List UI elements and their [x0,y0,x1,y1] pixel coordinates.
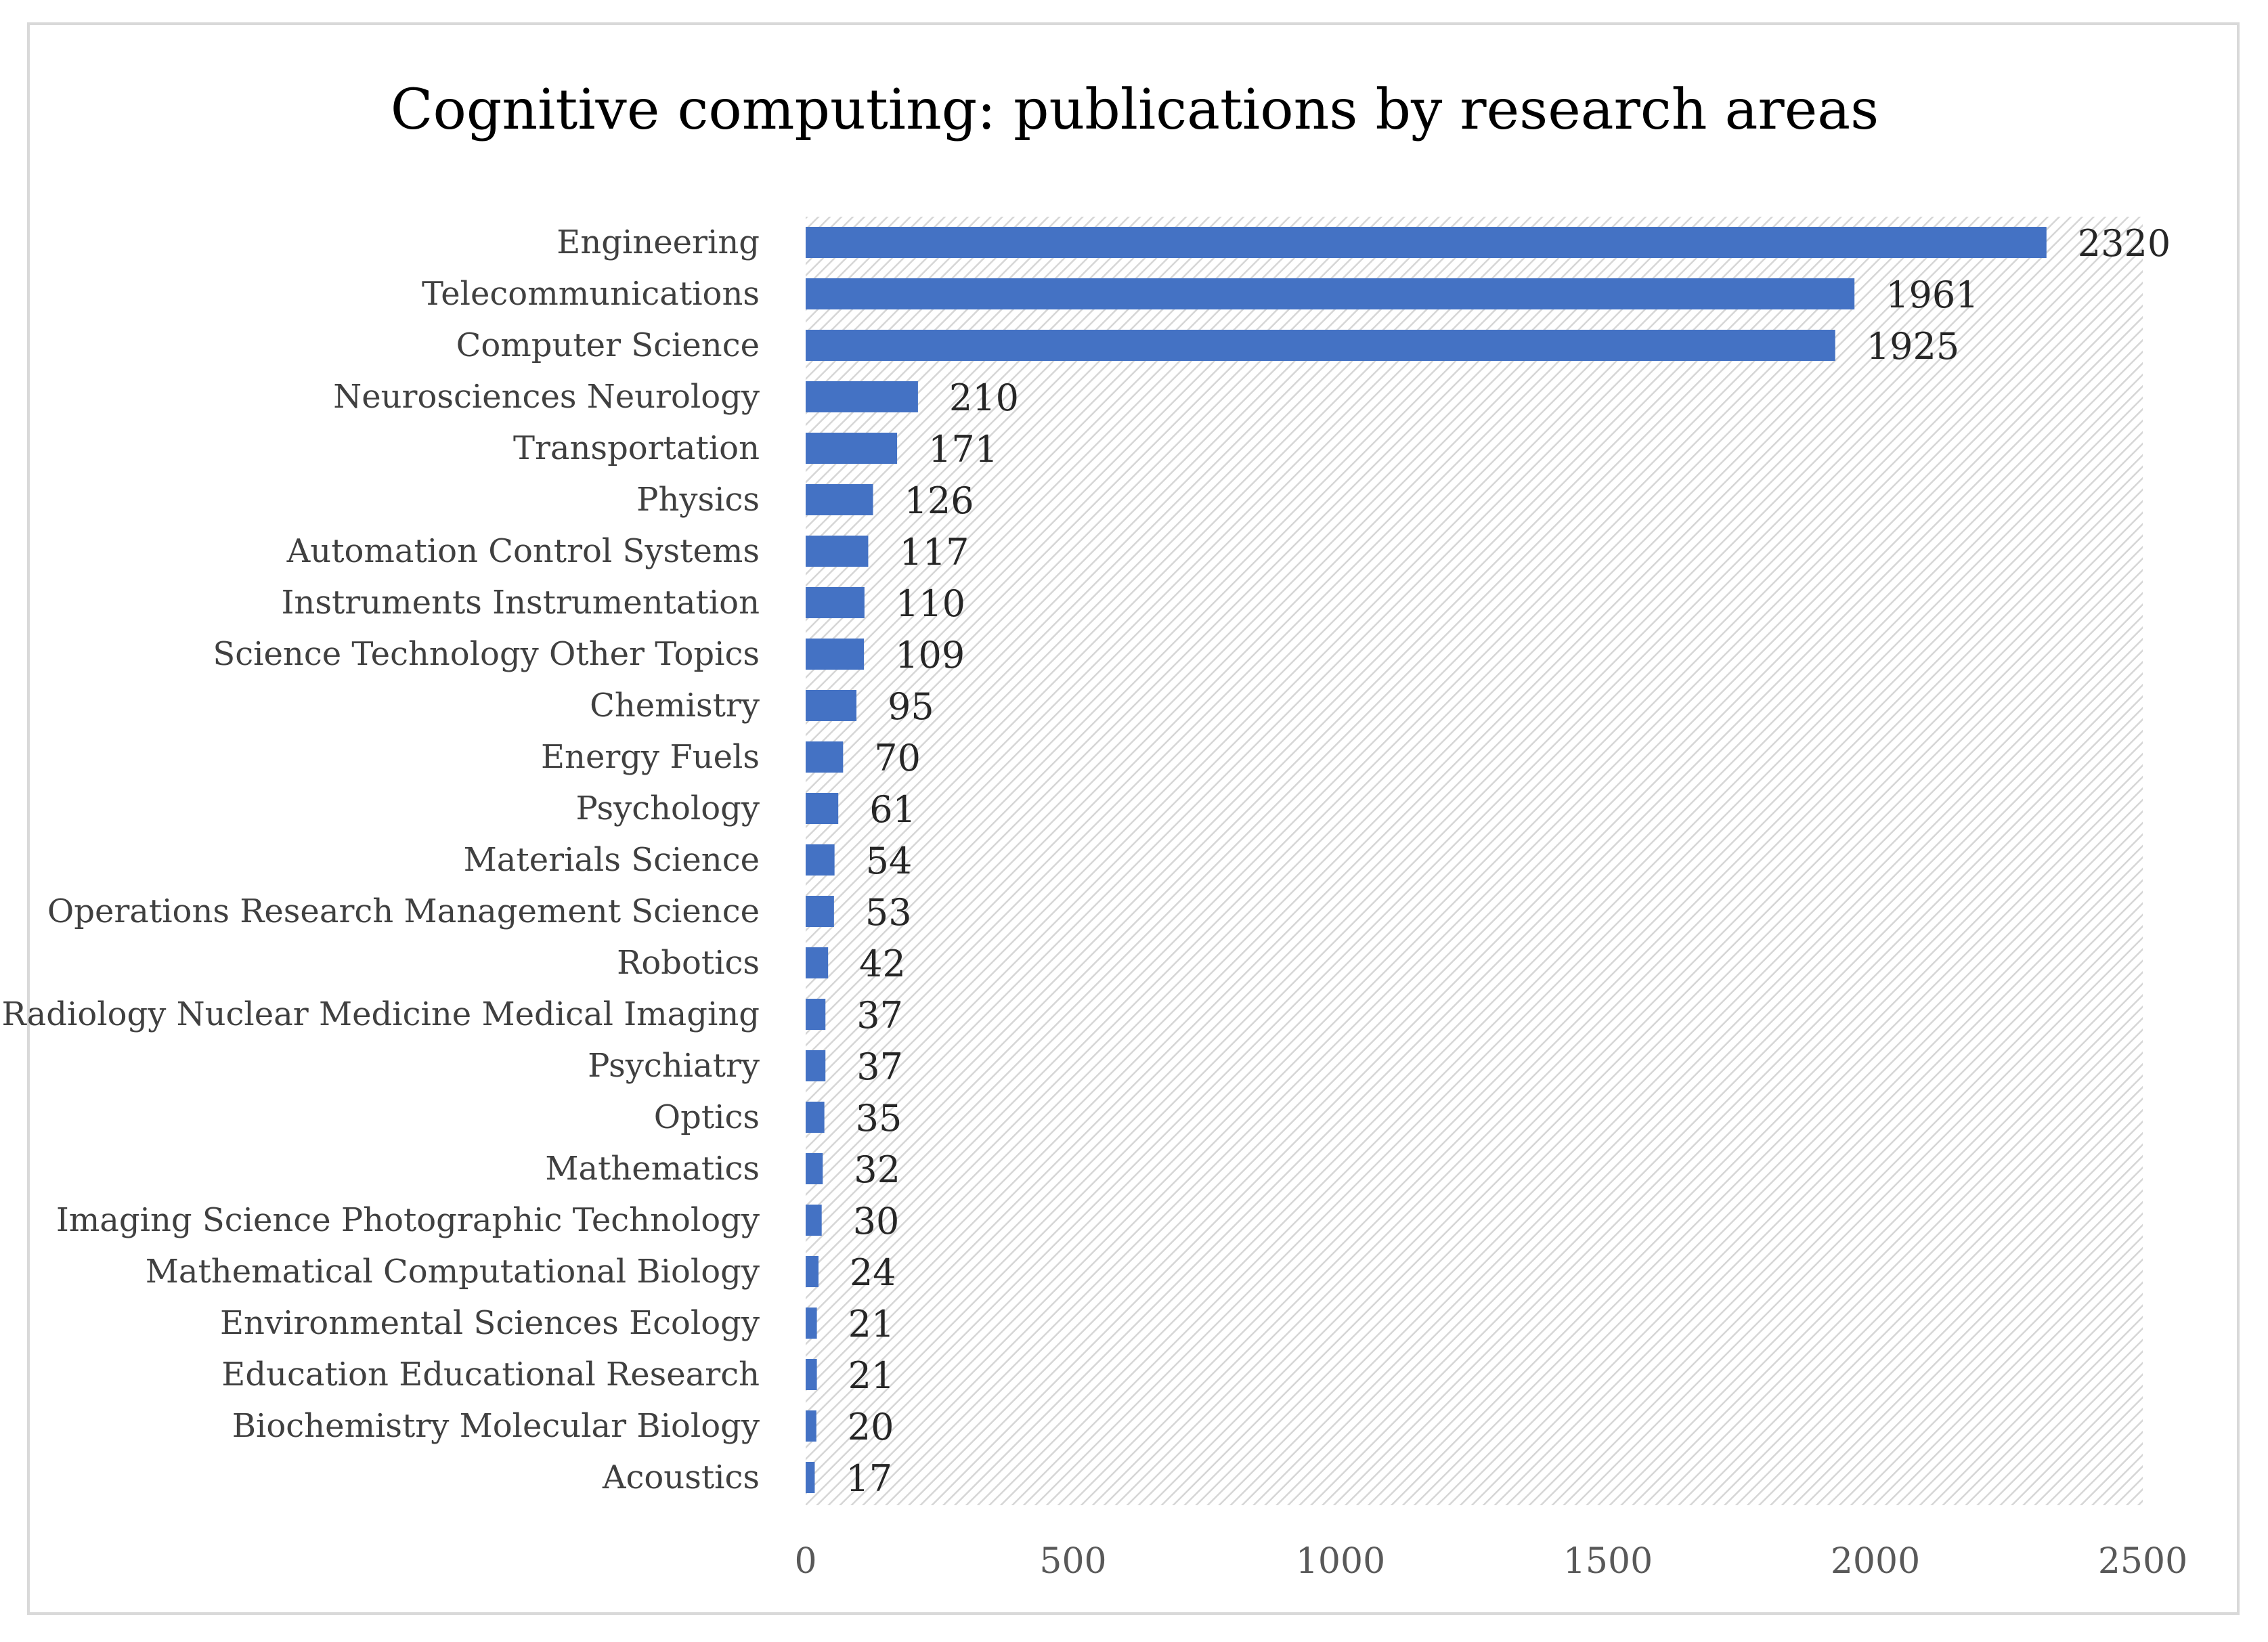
category-label: Energy Fuels [541,738,760,776]
bar [806,587,865,618]
category-label: Neurosciences Neurology [333,378,760,416]
bar [806,1462,815,1493]
data-label: 37 [856,994,903,1037]
category-label: Optics [654,1098,760,1136]
data-label: 32 [854,1148,900,1191]
bar [806,330,1835,361]
data-label: 1961 [1885,274,1978,316]
category-label: Telecommunications [422,275,760,313]
x-tick-label: 2500 [2098,1541,2187,1582]
bar [806,896,834,927]
bar [806,844,835,876]
data-label: 210 [949,376,1019,419]
bar [806,947,829,978]
plot-area-background [806,217,2143,1505]
data-label: 24 [850,1251,896,1294]
data-label: 1925 [1867,325,1959,368]
category-label: Mathematical Computational Biology [146,1253,760,1291]
bar [806,999,826,1030]
bar [806,793,839,824]
x-tick-label: 500 [1039,1541,1106,1582]
data-label: 171 [928,428,998,471]
category-label: Biochemistry Molecular Biology [232,1407,760,1445]
bar [806,536,869,567]
category-label: Automation Control Systems [286,532,760,570]
bar [806,1256,819,1287]
x-tick-label: 1000 [1296,1541,1385,1582]
data-label: 20 [848,1406,894,1448]
chart-title: Cognitive computing: publications by res… [391,78,1879,142]
data-label: 42 [859,943,906,985]
data-label: 109 [895,634,965,676]
x-tick-label: 1500 [1563,1541,1653,1582]
data-label: 21 [848,1303,895,1345]
data-label: 17 [846,1457,892,1500]
bar [806,227,2047,258]
category-label: Imaging Science Photographic Technology [56,1201,760,1239]
data-label: 95 [888,685,934,728]
category-label: Acoustics [602,1459,760,1496]
bar [806,278,1855,309]
category-label: Chemistry [590,687,760,725]
category-label: Engineering [557,223,760,261]
category-label: Operations Research Management Science [47,892,760,930]
bar [806,1050,826,1081]
bar [806,1410,816,1442]
category-label: Computer Science [456,326,760,364]
bar [806,741,844,773]
data-label: 117 [899,531,969,574]
data-label: 35 [856,1097,902,1140]
category-label: Science Technology Other Topics [213,635,760,673]
category-label: Environmental Sciences Ecology [220,1304,760,1342]
data-label: 70 [874,737,921,779]
bar [806,1153,823,1184]
data-label: 30 [853,1200,900,1243]
bar [806,381,918,412]
category-label: Psychiatry [588,1047,760,1085]
category-label: Psychology [575,790,760,827]
category-label: Instruments Instrumentation [281,584,760,622]
x-tick-label: 2000 [1831,1541,1920,1582]
bar [806,1308,817,1339]
bar [806,690,857,721]
x-tick-label: 0 [794,1541,816,1582]
bar [806,433,898,464]
bar [806,639,865,670]
data-label: 53 [865,891,912,934]
category-label: Transportation [513,429,760,467]
data-label: 61 [869,788,916,831]
data-label: 21 [848,1354,895,1397]
category-label: Robotics [617,944,760,982]
category-label: Materials Science [464,841,760,879]
bar [806,484,873,515]
category-label: Mathematics [545,1150,760,1188]
data-label: 37 [856,1045,903,1088]
category-label: Radiology Nuclear Medicine Medical Imagi… [1,995,760,1033]
bar [806,1205,822,1236]
category-label: Physics [636,481,760,519]
bar [806,1102,825,1133]
data-label: 126 [904,479,974,522]
data-label: 2320 [2078,222,2171,265]
category-label: Education Educational Research [221,1356,760,1393]
data-label: 54 [866,840,913,882]
data-label: 110 [896,582,965,625]
bar [806,1359,817,1390]
